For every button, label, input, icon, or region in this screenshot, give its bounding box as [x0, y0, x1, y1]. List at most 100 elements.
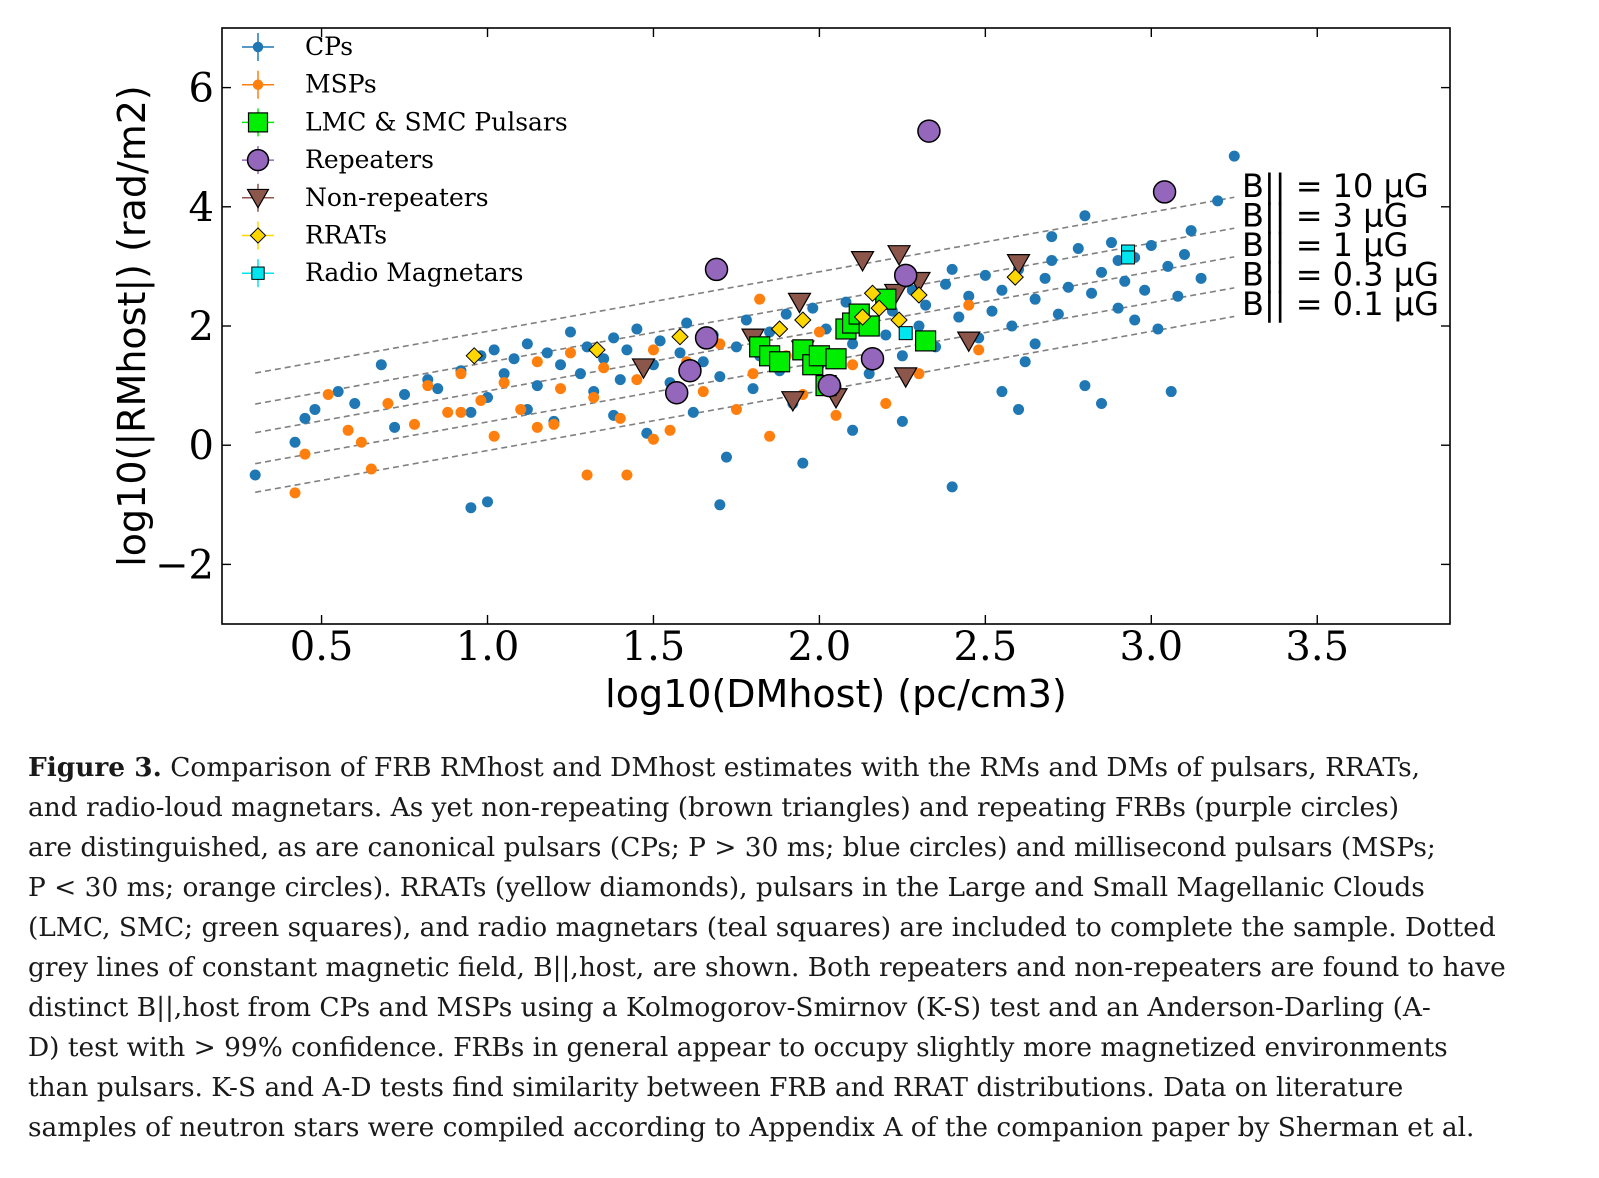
data-point — [853, 308, 872, 326]
data-point — [920, 299, 932, 311]
data-point — [1039, 272, 1051, 284]
x-tick-label: 3.5 — [1285, 624, 1349, 670]
data-point — [488, 344, 500, 356]
data-point — [956, 331, 981, 353]
data-point — [498, 377, 510, 389]
data-point — [917, 119, 941, 143]
data-point — [787, 292, 812, 314]
caption-line-7: distinct B||,host from CPs and MSPs usin… — [28, 992, 1431, 1023]
data-point — [289, 436, 301, 448]
data-point — [332, 386, 344, 398]
data-point — [1046, 231, 1058, 243]
y-tick-label: 4 — [189, 185, 214, 231]
data-point — [681, 317, 693, 329]
data-point — [794, 311, 812, 329]
data-point — [694, 326, 719, 350]
data-point — [631, 358, 656, 380]
data-point — [598, 362, 610, 374]
b-line — [255, 256, 1235, 434]
data-point — [1072, 243, 1084, 255]
legend-label: LMC & SMC Pulsars — [305, 107, 568, 136]
data-point — [1112, 302, 1124, 314]
caption-line-6: grey lines of constant magnetic field, B… — [28, 952, 1506, 983]
data-point — [714, 499, 726, 511]
series-cps — [249, 150, 1240, 514]
data-point — [581, 469, 593, 481]
data-point — [1172, 290, 1184, 302]
data-point — [355, 436, 367, 448]
x-tick-label: 1.5 — [622, 624, 686, 670]
x-tick-label: 2.5 — [954, 624, 1018, 670]
series-repeaters — [664, 119, 1177, 405]
data-point — [1195, 272, 1207, 284]
data-point — [309, 403, 321, 415]
data-point — [747, 383, 759, 395]
data-point — [780, 308, 792, 320]
data-point — [847, 338, 859, 350]
caption-line-3: are distinguished, as are canonical puls… — [28, 832, 1436, 863]
x-tick-label: 1.0 — [456, 624, 520, 670]
data-point — [541, 347, 553, 359]
data-point — [730, 341, 742, 353]
data-point — [893, 263, 918, 288]
data-point — [614, 374, 626, 386]
data-point — [1006, 320, 1018, 332]
data-point — [475, 395, 487, 406]
data-point — [555, 383, 567, 395]
y-tick-label: 6 — [189, 66, 214, 112]
data-point — [913, 320, 925, 332]
data-point — [850, 251, 875, 273]
data-point — [1086, 287, 1098, 299]
figure-caption: Figure 3. Comparison of FRB RMhost and D… — [28, 748, 1574, 1148]
data-point — [564, 326, 576, 338]
caption-line-5: (LMC, SMC; green squares), and radio mag… — [28, 912, 1496, 943]
legend: CPs MSPs LMC & SMC Pulsars Repeaters Non-rep… — [242, 32, 568, 288]
data-point — [946, 481, 958, 493]
data-point — [896, 415, 908, 427]
points-group — [249, 119, 1240, 514]
data-point — [482, 496, 494, 508]
data-point — [963, 290, 975, 302]
data-point — [342, 424, 354, 436]
data-point — [588, 341, 606, 359]
x-tick-label: 3.0 — [1119, 624, 1183, 670]
data-point — [1165, 386, 1177, 398]
data-point — [697, 386, 709, 398]
series-msps — [289, 293, 985, 499]
data-point — [382, 397, 394, 409]
y-axis-label: log10(|RMhost|) (rad/m2) — [110, 85, 155, 567]
data-point — [880, 329, 892, 341]
b-line — [255, 227, 1235, 405]
data-point — [408, 418, 420, 430]
data-point — [910, 286, 928, 304]
data-point — [847, 359, 859, 371]
data-point — [588, 392, 600, 404]
legend-label: MSPs — [305, 70, 377, 99]
figure: B|| = 10 µG B|| = 3 µG B|| = 1 µG B|| = 0.3… — [110, 27, 1451, 716]
data-point — [289, 487, 301, 499]
caption-text-1: Comparison of FRB RMhost and DMhost esti… — [170, 752, 1421, 783]
data-point — [1228, 150, 1240, 162]
legend-label: Radio Magnetars — [305, 258, 523, 287]
legend-label: Non-repeaters — [305, 183, 489, 212]
data-point — [508, 353, 520, 365]
data-point — [574, 368, 586, 380]
b-line-label: B|| = 0.1 µG — [1242, 285, 1439, 323]
data-point — [1185, 225, 1197, 237]
caption-line-2: and radio-loud magnetars. As yet non-rep… — [28, 792, 1399, 823]
data-point — [1212, 195, 1224, 207]
data-point — [764, 430, 776, 442]
data-point — [621, 344, 633, 356]
data-point — [531, 380, 543, 392]
y-tick-label: 0 — [189, 423, 214, 469]
data-point — [465, 406, 477, 418]
data-point — [1152, 180, 1177, 204]
data-point — [432, 383, 444, 395]
data-point — [1046, 254, 1058, 266]
data-point — [621, 469, 633, 481]
data-point — [531, 421, 543, 433]
data-point — [465, 347, 483, 365]
data-point — [1062, 281, 1074, 293]
data-point — [817, 373, 842, 398]
data-point — [455, 368, 467, 380]
